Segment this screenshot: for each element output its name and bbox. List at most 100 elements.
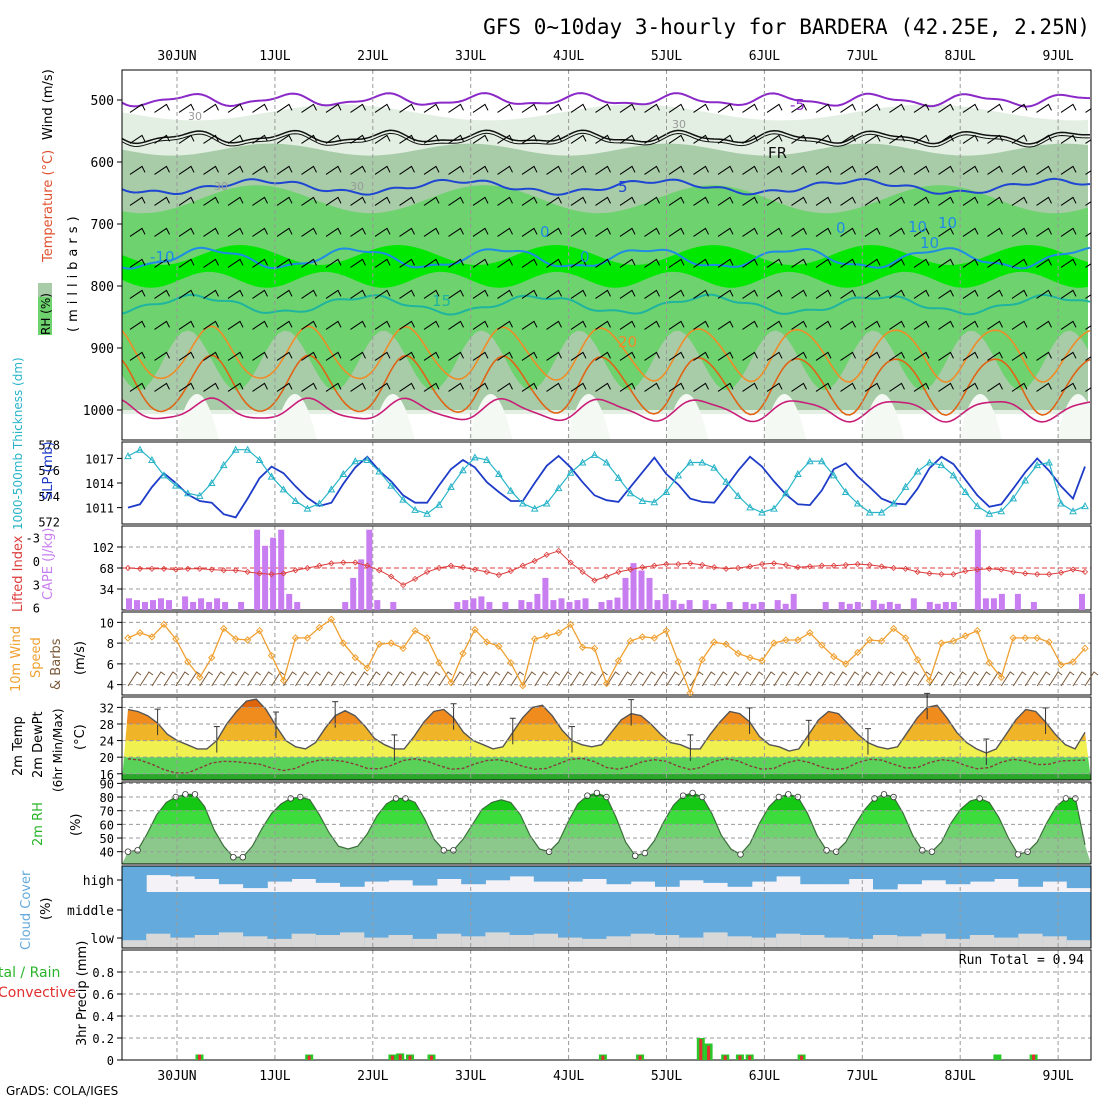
wind-barb: [178, 258, 195, 268]
lifted-index-marker: [950, 571, 957, 578]
lifted-index-marker: [412, 575, 419, 582]
wind-barb: [252, 103, 268, 113]
wind-barb: [893, 671, 907, 687]
wind-speed-marker: [1021, 634, 1029, 642]
wind-barb: [252, 382, 268, 392]
wind-barb: [962, 165, 979, 175]
low-cloud-bar: [655, 935, 680, 948]
wind-barb: [399, 382, 415, 392]
wind-barb: [276, 320, 293, 330]
lifted-index-marker: [675, 561, 682, 568]
wind-barb: [1085, 387, 1091, 392]
lifted-index-marker: [519, 562, 526, 569]
cape-bar: [990, 598, 997, 610]
middle-cloud-bar: [412, 892, 438, 922]
thickness-marker: [817, 457, 826, 465]
lifted-index-marker: [388, 573, 395, 580]
panel-frame: [121, 69, 1092, 441]
rh-band-green: [122, 185, 1088, 391]
wind-barb: [350, 320, 366, 330]
wind-barb: [546, 165, 562, 175]
wind-barb: [742, 165, 758, 175]
low-cloud-bar: [703, 932, 729, 948]
lifted-index-marker: [555, 547, 562, 554]
thickness-marker: [339, 469, 348, 478]
cape-bar: [542, 577, 549, 610]
wind-barb: [905, 671, 919, 687]
wind-barb: [665, 671, 680, 687]
wind-speed-marker: [160, 620, 168, 629]
wind-tick-label: 4: [107, 679, 114, 693]
cape-bar: [550, 600, 557, 610]
wind-barb: [1036, 320, 1052, 330]
cape-bar: [822, 602, 829, 610]
middle-cloud-bar: [485, 892, 511, 922]
thickness-marker: [315, 499, 324, 507]
thickness-marker: [494, 469, 503, 478]
run-total: Run Total = 0.94: [959, 953, 1084, 968]
wind-barb: [815, 289, 832, 299]
high-cloud-bar: [533, 866, 559, 882]
wind-barb: [840, 289, 856, 299]
wind-barb: [497, 227, 513, 237]
thickness-marker: [782, 489, 790, 497]
wind-barb: [374, 165, 391, 175]
cape-bar: [486, 602, 493, 610]
wind-speed-marker: [315, 623, 324, 632]
wind-barb: [1085, 108, 1091, 113]
wind-barb: [438, 671, 453, 687]
cape-bar: [726, 602, 733, 610]
lifted-index-marker: [423, 568, 431, 575]
wind-barb: [864, 165, 881, 175]
wind-barb: [154, 289, 170, 299]
wind-speed-marker: [590, 644, 599, 653]
thickness-marker: [626, 489, 635, 497]
rh2m-marker: [182, 791, 189, 798]
wind-barb: [154, 382, 170, 392]
wind-barb: [913, 134, 930, 144]
thickness-line: [127, 448, 1086, 515]
chart-title: GFS 0~10day 3-hourly for BARDERA (42.25E…: [483, 15, 1090, 39]
wind-barb: [791, 134, 807, 144]
wind-speed-marker: [818, 641, 826, 649]
wind-barb: [154, 196, 170, 206]
wind-barb: [619, 196, 636, 206]
high-cloud-bar: [146, 866, 171, 876]
wind-barb: [325, 227, 342, 237]
wind-barb: [414, 671, 429, 687]
middle-cloud-bar: [679, 892, 704, 922]
upper-legend: RH (%) Temperature (°C) Wind (m/s) (mill…: [38, 69, 81, 335]
low-cloud-bar: [291, 933, 317, 948]
wind-barb: [1036, 382, 1052, 392]
wind-barb: [938, 320, 954, 330]
wind-barb: [689, 671, 704, 687]
cape-bar: [150, 600, 156, 610]
wind-barb: [595, 382, 611, 392]
wind-barb: [1048, 671, 1063, 687]
wind-speed-marker: [746, 653, 754, 662]
cape-bar: [630, 563, 637, 610]
low-cloud-bar: [969, 935, 995, 948]
wind-barb: [962, 103, 979, 113]
wind-barb: [1060, 382, 1077, 392]
rh2m-marker: [239, 854, 246, 861]
wind-barb: [570, 196, 587, 206]
high-cloud-bar: [1018, 866, 1043, 887]
precip-convective-bar: [390, 1055, 394, 1060]
wind-barb: [987, 103, 1003, 113]
wind-barb: [570, 351, 587, 361]
wind-tick-label: 6: [107, 658, 114, 672]
wind-barb: [154, 103, 170, 113]
wind-barb: [840, 196, 856, 206]
lifted-index-marker: [914, 568, 921, 575]
lifted-index-marker: [770, 560, 778, 567]
rh2m-marker: [287, 795, 294, 802]
low-cloud-bar: [315, 935, 341, 948]
cape-bar: [502, 602, 509, 610]
wind-barb: [227, 351, 244, 361]
middle-cloud-bar: [897, 892, 922, 922]
low-cloud-bar: [340, 932, 365, 948]
thickness-marker: [889, 499, 898, 507]
wind-barb: [1060, 196, 1077, 206]
wind-barb: [962, 227, 979, 237]
